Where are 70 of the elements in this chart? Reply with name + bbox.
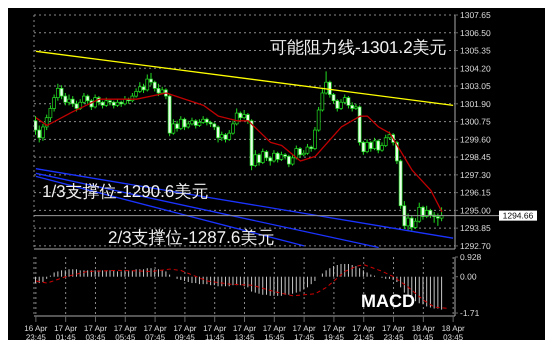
candlestick	[194, 118, 198, 130]
y-tick-label: 1293.85	[460, 223, 491, 234]
candlestick	[272, 150, 276, 164]
y-tick-label: 1298.45	[460, 152, 491, 162]
candlestick	[346, 96, 350, 109]
y-tick-label: 1295.00	[460, 205, 491, 216]
candlestick	[178, 116, 183, 131]
candlestick	[280, 151, 284, 162]
y-tick-label: 0.928	[460, 252, 482, 262]
y-tick-label: 1296.15	[460, 188, 491, 198]
annotation: 可能阻力线-1301.2美元	[270, 38, 447, 58]
candlestick	[138, 82, 142, 94]
y-tick-label: 1292.70	[460, 240, 491, 251]
x-tick-label: 17 Apr 17:45	[292, 324, 316, 342]
candlestick	[384, 134, 388, 148]
y-tick-label: 1303.05	[460, 81, 491, 92]
candlestick	[410, 214, 414, 231]
candlestick	[260, 148, 265, 165]
y-tick-label: 1301.90	[460, 98, 491, 109]
x-tick-label: 17 Apr 19:45	[322, 324, 346, 342]
y-tick-label: -1.71	[460, 308, 480, 318]
candlestick	[216, 124, 220, 143]
candlestick	[436, 212, 440, 226]
candlestick	[365, 138, 369, 154]
x-tick-label: 17 Apr 09:45	[173, 324, 197, 342]
candlestick	[428, 208, 432, 219]
candlestick	[238, 111, 242, 122]
candlestick	[145, 74, 150, 92]
candlestick	[70, 96, 75, 108]
candlestick	[264, 150, 268, 162]
x-tick-label: 17 Apr 01:45	[54, 324, 78, 342]
x-tick-label: 17 Apr 23:45	[382, 324, 406, 342]
candlestick	[421, 205, 425, 220]
candlestick	[257, 152, 261, 166]
x-tick-label: 17 Apr 15:45	[262, 324, 286, 342]
candlestick	[104, 97, 108, 108]
candlestick	[182, 117, 186, 131]
x-tick-label: 17 Apr 05:45	[114, 324, 138, 342]
x-tick-label: 17 Apr 07:45	[144, 324, 167, 342]
x-tick-label: 17 Apr 03:45	[84, 324, 108, 342]
x-tick-label: 18 Apr 01:45	[412, 324, 436, 342]
candlestick	[74, 100, 78, 112]
candlestick	[306, 143, 310, 156]
candlestick	[156, 83, 160, 97]
candlestick	[298, 146, 302, 158]
candlestick	[368, 140, 373, 152]
ref-line-label: 1294.66	[502, 210, 534, 221]
x-tick-label: 17 Apr 21:45	[352, 324, 376, 342]
candlestick	[286, 154, 291, 168]
y-tick-label: 0.00	[460, 272, 477, 282]
candlestick	[67, 94, 71, 106]
x-tick-label: 17 Apr 11:45	[203, 324, 227, 342]
y-tick-label: 1306.50	[460, 28, 491, 38]
candlestick	[175, 120, 179, 132]
candlestick	[339, 98, 343, 110]
y-tick-label: 1299.60	[460, 134, 491, 144]
candlestick	[276, 151, 280, 164]
text: MACD	[361, 291, 415, 312]
candlestick	[372, 137, 376, 151]
y-tick-label: 1304.20	[460, 63, 491, 74]
x-tick-label: 18 Apr 03:45	[442, 324, 466, 342]
y-tick-label: 1305.35	[460, 46, 491, 56]
candlestick	[224, 132, 228, 143]
x-tick-label: 16 Apr 23:45	[24, 324, 48, 342]
y-tick-label: 1307.65	[460, 10, 491, 20]
candlestick	[242, 109, 246, 120]
y-tick-label: 1297.30	[460, 170, 491, 180]
y-tick-label: 1300.75	[460, 116, 491, 127]
x-tick-label: 17 Apr 13:45	[232, 324, 256, 342]
candlestick	[376, 138, 380, 154]
